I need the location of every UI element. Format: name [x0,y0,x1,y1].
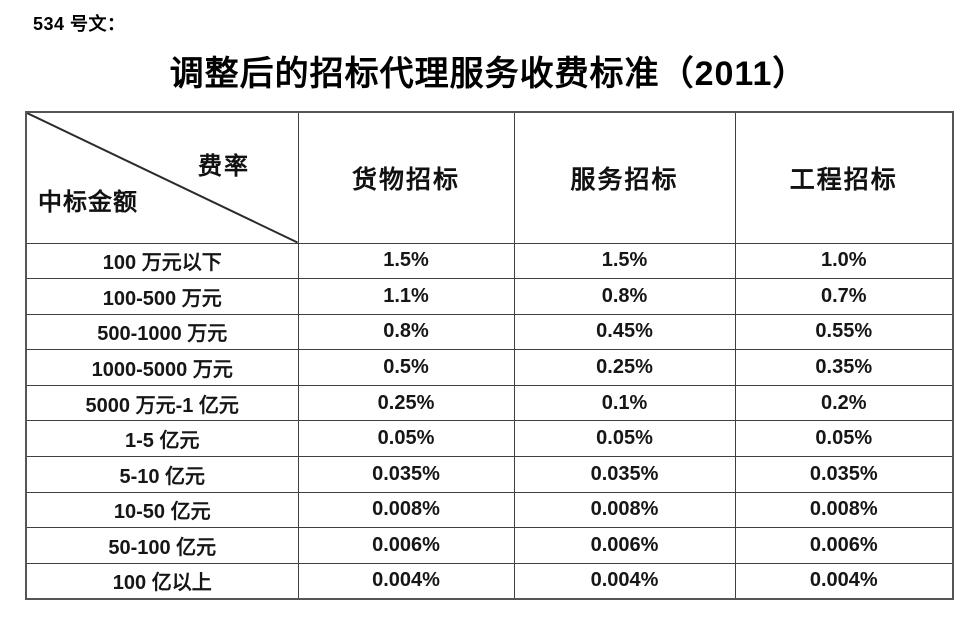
fee-value: 1.0% [734,242,954,280]
column-header-engineering: 工程招标 [734,111,954,244]
fee-value: 0.25% [297,384,515,422]
fee-value: 0.035% [297,456,515,493]
fee-value: 0.1% [513,384,736,422]
fee-value: 0.45% [513,313,736,351]
fee-value: 1.5% [513,242,736,280]
fee-value: 0.5% [297,349,515,386]
table-row: 5000 万元-1 亿元 0.25% 0.1% 0.2% [25,384,954,422]
table-row: 10-50 亿元 0.008% 0.008% 0.008% [25,491,954,529]
column-header-goods: 货物招标 [297,111,515,244]
page-title: 调整后的招标代理服务收费标准（2011） [169,55,808,93]
fee-value: 0.006% [297,527,515,564]
fee-value: 0.8% [513,278,736,315]
corner-label-rate: 费率 [198,153,250,180]
fee-value: 0.05% [297,420,515,458]
table-body: 100 万元以下 1.5% 1.5% 1.0% 100-500 万元 1.1% 0.8% 0.… [25,242,954,600]
fee-value: 1.1% [297,278,515,315]
fee-value: 0.004% [513,562,736,600]
diagonal-line [27,113,297,242]
row-label: 1000-5000 万元 [25,349,299,386]
table-row: 100 万元以下 1.5% 1.5% 1.0% [25,242,954,280]
table-row: 100 亿以上 0.004% 0.004% 0.004% [25,562,954,600]
fee-value: 0.008% [734,491,954,529]
row-label: 100 万元以下 [25,242,299,280]
row-label: 5-10 亿元 [25,456,299,493]
row-label: 1-5 亿元 [25,420,299,458]
row-label: 100 亿以上 [25,562,299,600]
table-header-row: 费率 中标金额 货物招标 服务招标 工程招标 [25,111,954,244]
fee-value: 0.035% [513,456,736,493]
row-label: 50-100 亿元 [25,527,299,564]
row-label: 500-1000 万元 [25,313,299,351]
fee-value: 1.5% [297,242,515,280]
fee-value: 0.035% [734,456,954,493]
fee-value: 0.05% [734,420,954,458]
diagonal-corner-cell: 费率 中标金额 [25,111,299,244]
table-row: 100-500 万元 1.1% 0.8% 0.7% [25,278,954,315]
fee-value: 0.7% [734,278,954,315]
fee-value: 0.25% [513,349,736,386]
fee-value: 0.35% [734,349,954,386]
fee-value: 0.004% [297,562,515,600]
table-row: 5-10 亿元 0.035% 0.035% 0.035% [25,456,954,493]
table-row: 1-5 亿元 0.05% 0.05% 0.05% [25,420,954,458]
fee-value: 0.004% [734,562,954,600]
fee-value: 0.2% [734,384,954,422]
row-label: 5000 万元-1 亿元 [25,384,299,422]
fee-value: 0.008% [297,491,515,529]
corner-label-amount: 中标金额 [38,189,138,216]
row-label: 100-500 万元 [25,278,299,315]
fee-value: 0.55% [734,313,954,351]
fee-value: 0.8% [297,313,515,351]
row-label: 10-50 亿元 [25,491,299,529]
fee-value: 0.006% [513,527,736,564]
column-header-services: 服务招标 [513,111,736,244]
fee-value: 0.006% [734,527,954,564]
fee-standard-table: 费率 中标金额 货物招标 服务招标 工程招标 100 万元以下 1.5% 1.5% 1… [25,111,954,600]
table-row: 500-1000 万元 0.8% 0.45% 0.55% [25,313,954,351]
fee-value: 0.05% [513,420,736,458]
table-row: 1000-5000 万元 0.5% 0.25% 0.35% [25,349,954,386]
fee-value: 0.008% [513,491,736,529]
table-row: 50-100 亿元 0.006% 0.006% 0.006% [25,527,954,564]
document-number-label: 534 号文： [33,14,126,34]
